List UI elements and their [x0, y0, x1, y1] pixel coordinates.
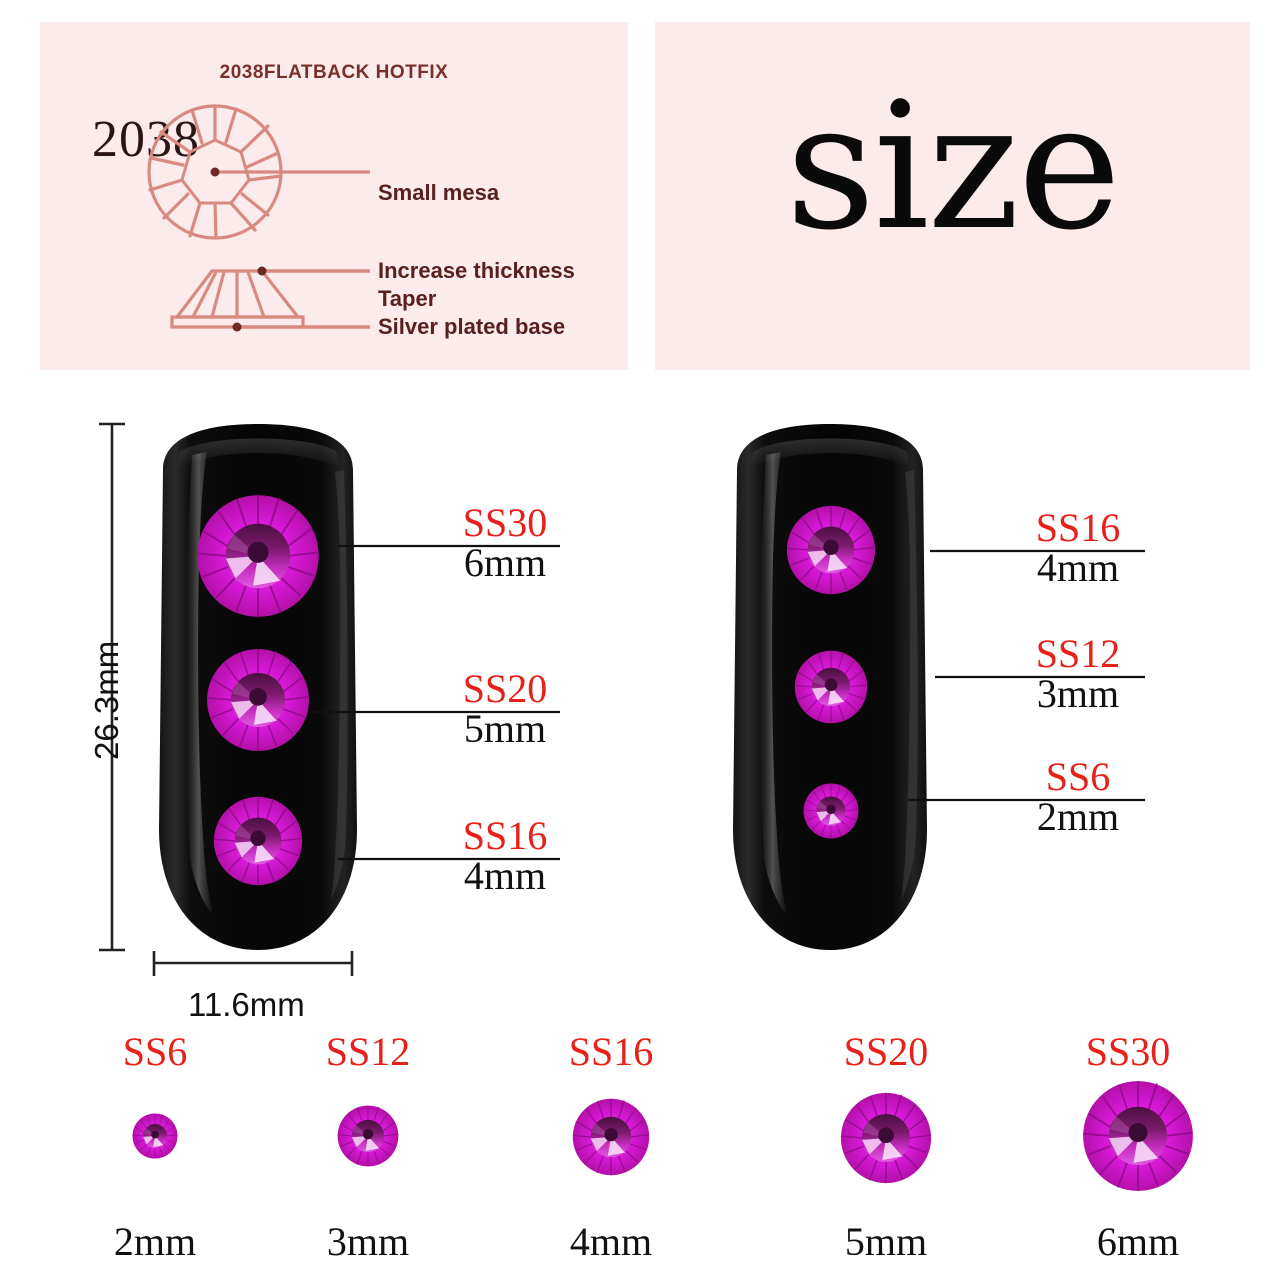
callout-right-3-mm: 2mm [1036, 794, 1120, 839]
callout-right-2-mm: 3mm [1036, 671, 1120, 716]
row-label-ss16-mm: 4mm [569, 1219, 653, 1264]
product-code-2038: 2038 [92, 111, 200, 168]
callout-right-2-ss: SS12 [1035, 631, 1121, 676]
row-label-ss6-mm: 2mm [113, 1219, 197, 1264]
row-label-ss30-mm: 6mm [1096, 1219, 1180, 1264]
callout-right-3-ss: SS6 [1045, 754, 1111, 799]
row-label-ss12-ss: SS12 [325, 1029, 411, 1074]
row-label-ss16-ss: SS16 [568, 1029, 654, 1074]
callout-left-3-mm: 4mm [463, 853, 547, 898]
row-stone-ss30 [1082, 1080, 1194, 1192]
row-label-ss20-ss: SS20 [843, 1029, 929, 1074]
callout-right-1-mm: 4mm [1036, 545, 1120, 590]
size-heading: size [785, 66, 1122, 269]
callout-left-3: SS16 4mm [405, 816, 605, 896]
row-label-4mm: 4mm [511, 1218, 711, 1265]
row-label-ss6-ss: SS6 [122, 1029, 188, 1074]
callout-left-1: SS30 6mm [405, 503, 605, 583]
row-stone-ss12 [337, 1105, 399, 1167]
annotation-increase-thickness: Increase thickness [378, 258, 575, 283]
nail-left [159, 424, 357, 950]
nail-width-label: 11.6mm [188, 986, 305, 1023]
row-stone-ss20 [840, 1092, 932, 1184]
panel-title-flatback: 2038FLATBACK HOTFIX [219, 62, 449, 83]
callout-right-3: SS6 2mm [978, 757, 1178, 837]
row-label-3mm: 3mm [268, 1218, 468, 1265]
row-label-ss30-ss: SS30 [1085, 1029, 1171, 1074]
callout-right-2: SS12 3mm [978, 634, 1178, 714]
annotation-taper: Taper [378, 286, 437, 311]
callout-left-3-ss: SS16 [462, 813, 548, 858]
row-stone-ss6 [132, 1113, 178, 1159]
stone-left-ss30 [196, 494, 320, 618]
stone-right-ss6 [803, 783, 859, 839]
callout-left-2: SS20 5mm [405, 669, 605, 749]
row-label-ss20-mm: 5mm [844, 1219, 928, 1264]
flatback-diagram-panel: 2038FLATBACK HOTFIX 2038 [40, 22, 628, 370]
size-title-panel: size [655, 22, 1250, 370]
annotation-small-mesa: Small mesa [378, 180, 500, 205]
row-label-5mm: 5mm [786, 1218, 986, 1265]
row-label-ss16: SS16 [511, 1028, 711, 1075]
row-label-2mm: 2mm [55, 1218, 255, 1265]
callout-right-1-ss: SS16 [1035, 505, 1121, 550]
row-label-ss12: SS12 [268, 1028, 468, 1075]
stone-right-ss16 [786, 505, 876, 595]
nail-right [733, 424, 927, 950]
stone-right-ss12 [794, 650, 868, 724]
callout-left-2-mm: 5mm [463, 706, 547, 751]
annotation-silver-plated-base: Silver plated base [378, 314, 566, 339]
dimension-width-left [152, 951, 354, 976]
row-label-ss20: SS20 [786, 1028, 986, 1075]
callout-left-2-ss: SS20 [462, 666, 548, 711]
stone-left-ss16 [213, 796, 303, 886]
row-label-ss30: SS30 [1028, 1028, 1228, 1075]
nail-height-label: 26.3mm [88, 640, 125, 760]
callout-left-1-mm: 6mm [463, 540, 547, 585]
callout-left-1-ss: SS30 [462, 500, 548, 545]
row-label-ss12-mm: 3mm [326, 1219, 410, 1264]
row-stone-ss16 [572, 1098, 650, 1176]
callout-right-1: SS16 4mm [978, 508, 1178, 588]
row-label-6mm: 6mm [1038, 1218, 1238, 1265]
stone-left-ss20 [206, 648, 310, 752]
row-label-ss6: SS6 [55, 1028, 255, 1075]
